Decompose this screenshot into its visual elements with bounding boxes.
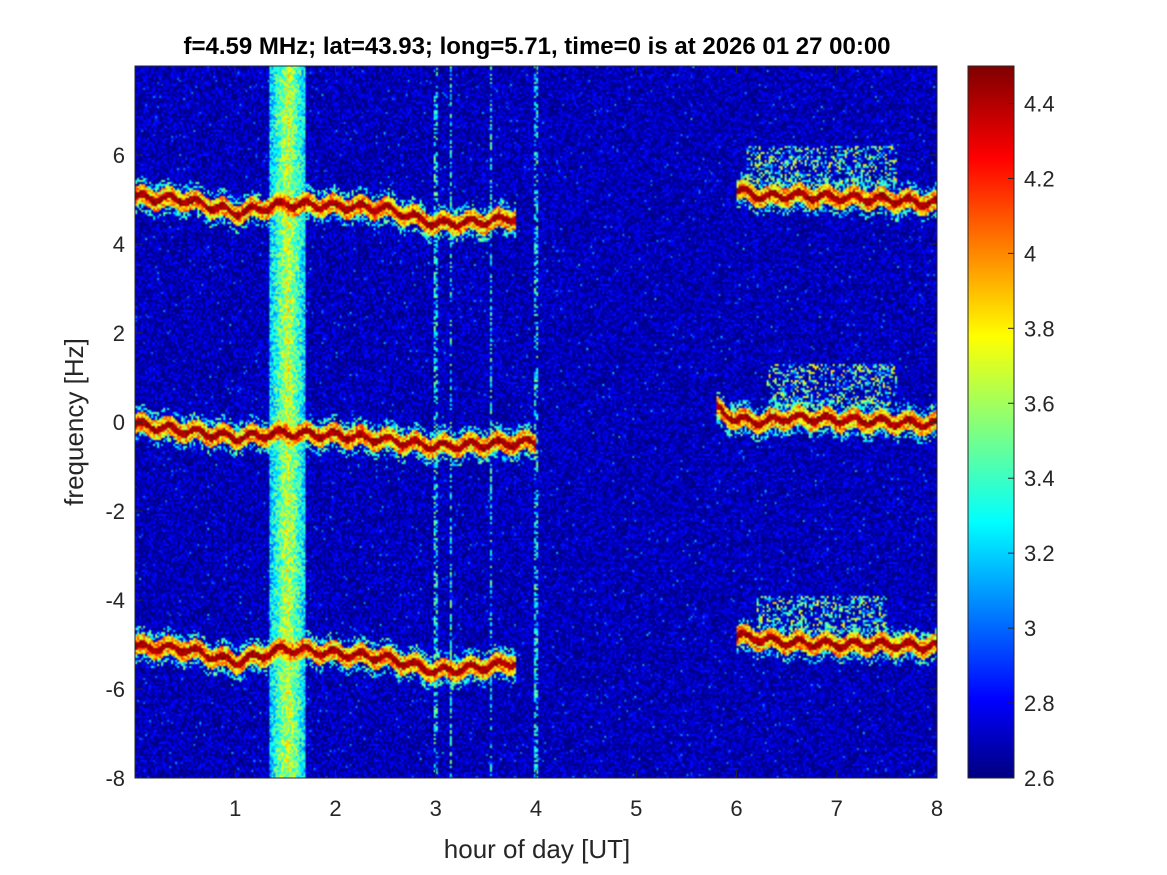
- y-tick-label: -8: [105, 766, 125, 791]
- x-tick-label: 7: [831, 796, 843, 821]
- y-tick-label: -2: [105, 499, 125, 524]
- chart-title: f=4.59 MHz; lat=43.93; long=5.71, time=0…: [183, 33, 890, 60]
- y-axis-ticks: -8 -6 -4 -2 0 2 4 6: [105, 143, 937, 791]
- y-tick-label: -6: [105, 677, 125, 702]
- colorbar-tick-label: 3.8: [1024, 316, 1055, 341]
- colorbar-gradient: [968, 66, 1014, 778]
- y-tick-label: -4: [105, 588, 125, 613]
- plot-area: 1 2 3 4 5 6 7 8 -8 -6 -4 -2 0 2 4 6: [105, 65, 943, 821]
- colorbar-tick-label: 3: [1024, 616, 1036, 641]
- colorbar-ticks: 2.6 2.8 3 3.2 3.4 3.6 3.8 4 4.2 4.4: [1008, 91, 1055, 791]
- colorbar-tick-label: 4.2: [1024, 166, 1055, 191]
- x-tick-label: 3: [430, 796, 442, 821]
- x-axis-label: hour of day [UT]: [444, 834, 630, 864]
- colorbar-frame: [967, 65, 1015, 779]
- y-tick-label: 2: [113, 321, 125, 346]
- colorbar-tick-label: 4.4: [1024, 91, 1055, 116]
- x-tick-label: 4: [530, 796, 542, 821]
- x-tick-label: 2: [329, 796, 341, 821]
- x-tick-label: 6: [730, 796, 742, 821]
- colorbar-tick-label: 4: [1024, 241, 1036, 266]
- spectrogram-heatmap: [135, 66, 937, 778]
- colorbar-tick-label: 2.6: [1024, 766, 1055, 791]
- x-tick-label: 1: [229, 796, 241, 821]
- y-tick-label: 4: [113, 232, 125, 257]
- colorbar-tick-label: 3.6: [1024, 391, 1055, 416]
- y-axis-label: frequency [Hz]: [59, 338, 89, 506]
- colorbar-tick-label: 3.4: [1024, 466, 1055, 491]
- x-tick-label: 5: [630, 796, 642, 821]
- x-axis-ticks: 1 2 3 4 5 6 7 8: [229, 66, 943, 821]
- x-tick-label: 8: [931, 796, 943, 821]
- y-tick-label: 0: [113, 410, 125, 435]
- colorbar: 2.6 2.8 3 3.2 3.4 3.6 3.8 4 4.2 4.4: [967, 65, 1055, 791]
- colorbar-tick-label: 3.2: [1024, 541, 1055, 566]
- y-tick-label: 6: [113, 143, 125, 168]
- colorbar-tick-label: 2.8: [1024, 691, 1055, 716]
